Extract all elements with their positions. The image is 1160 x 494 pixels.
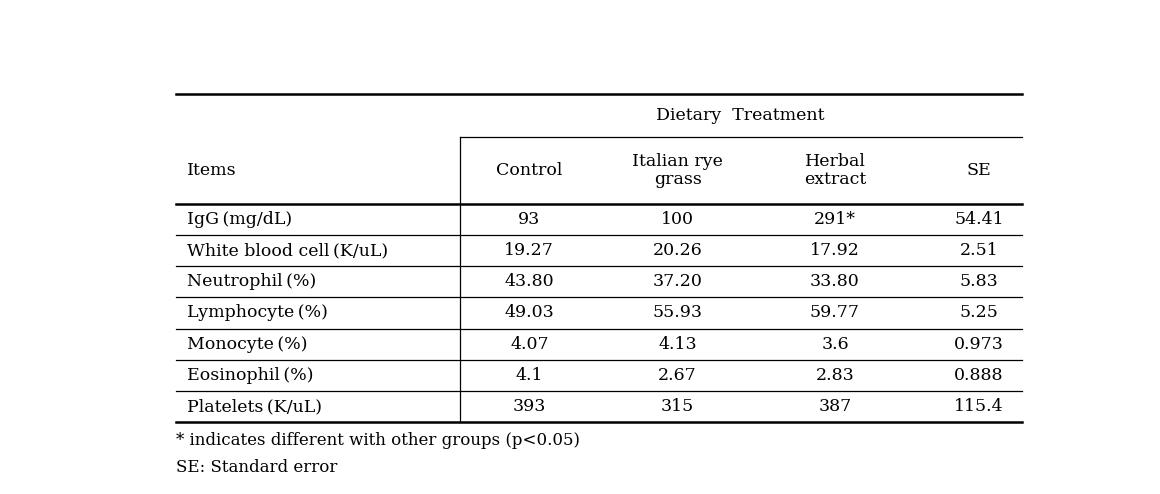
Text: Lymphocyte (%): Lymphocyte (%) xyxy=(187,304,328,322)
Text: 20.26: 20.26 xyxy=(653,242,703,259)
Text: 43.80: 43.80 xyxy=(505,273,554,290)
Text: Monocyte (%): Monocyte (%) xyxy=(187,336,307,353)
Text: 5.25: 5.25 xyxy=(959,304,999,322)
Text: Control: Control xyxy=(496,162,563,179)
Text: 17.92: 17.92 xyxy=(810,242,860,259)
Text: IgG (mg/dL): IgG (mg/dL) xyxy=(187,211,292,228)
Text: Neutrophil (%): Neutrophil (%) xyxy=(187,273,317,290)
Text: * indicates different with other groups (p<0.05): * indicates different with other groups … xyxy=(176,432,580,449)
Text: Herbal: Herbal xyxy=(805,153,865,170)
Text: 2.51: 2.51 xyxy=(959,242,999,259)
Text: 19.27: 19.27 xyxy=(505,242,554,259)
Text: 59.77: 59.77 xyxy=(810,304,860,322)
Text: SE: Standard error: SE: Standard error xyxy=(176,459,338,476)
Text: 291*: 291* xyxy=(814,211,856,228)
Text: 3.6: 3.6 xyxy=(821,336,849,353)
Text: 2.83: 2.83 xyxy=(815,367,855,384)
Text: 0.973: 0.973 xyxy=(954,336,1003,353)
Text: 2.67: 2.67 xyxy=(658,367,697,384)
Text: grass: grass xyxy=(654,171,702,188)
Text: Eosinophil (%): Eosinophil (%) xyxy=(187,367,313,384)
Text: Italian rye: Italian rye xyxy=(632,153,723,170)
Text: 37.20: 37.20 xyxy=(653,273,703,290)
Text: 93: 93 xyxy=(519,211,541,228)
Text: Platelets (K/uL): Platelets (K/uL) xyxy=(187,398,322,415)
Text: 100: 100 xyxy=(661,211,694,228)
Text: Dietary  Treatment: Dietary Treatment xyxy=(657,107,825,124)
Text: White blood cell (K/uL): White blood cell (K/uL) xyxy=(187,242,389,259)
Text: 4.1: 4.1 xyxy=(515,367,543,384)
Text: 33.80: 33.80 xyxy=(810,273,860,290)
Text: 4.13: 4.13 xyxy=(659,336,697,353)
Text: Items: Items xyxy=(187,162,237,179)
Text: 54.41: 54.41 xyxy=(954,211,1003,228)
Text: 315: 315 xyxy=(661,398,695,415)
Text: 0.888: 0.888 xyxy=(954,367,1003,384)
Text: 393: 393 xyxy=(513,398,546,415)
Text: SE: SE xyxy=(966,162,991,179)
Text: 4.07: 4.07 xyxy=(510,336,549,353)
Text: 387: 387 xyxy=(818,398,851,415)
Text: 55.93: 55.93 xyxy=(653,304,703,322)
Text: extract: extract xyxy=(804,171,867,188)
Text: 5.83: 5.83 xyxy=(959,273,999,290)
Text: 115.4: 115.4 xyxy=(954,398,1003,415)
Text: 49.03: 49.03 xyxy=(505,304,554,322)
